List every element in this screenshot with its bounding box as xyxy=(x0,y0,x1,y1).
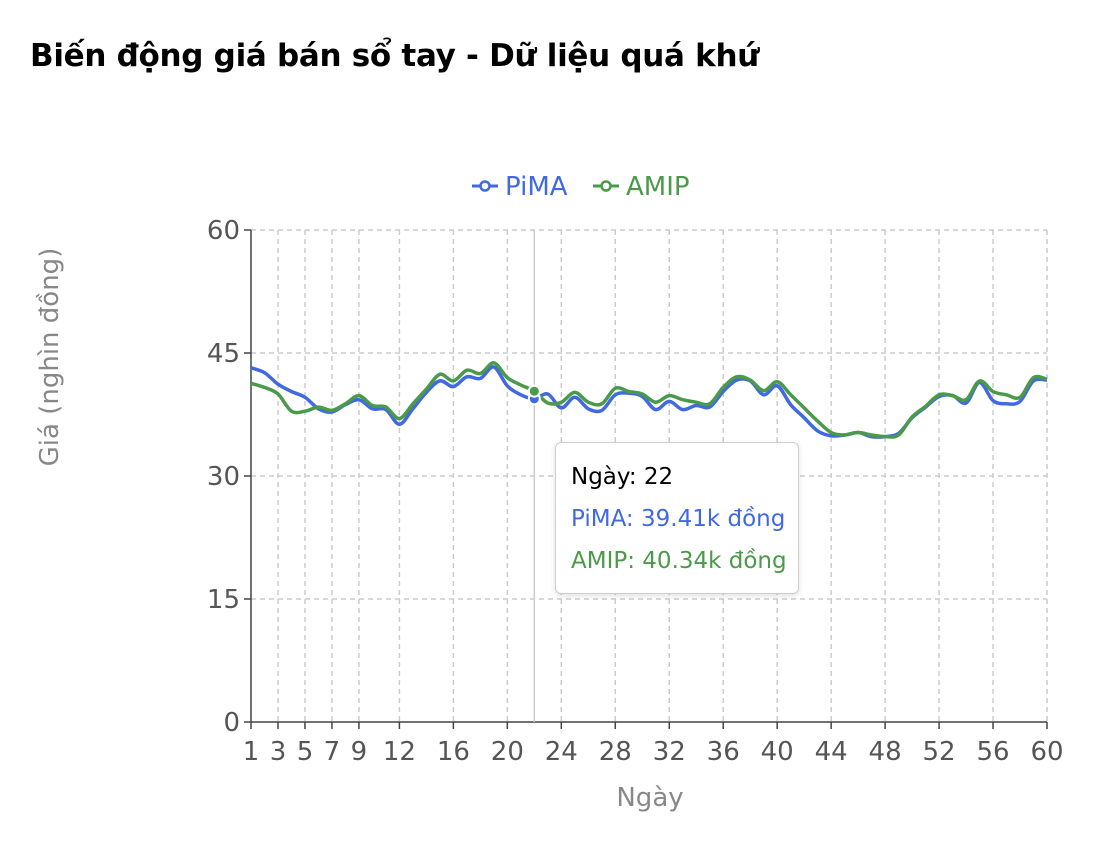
x-tick-label: 48 xyxy=(869,737,902,767)
x-tick-label: 20 xyxy=(491,737,524,767)
x-tick-label: 40 xyxy=(761,737,794,767)
x-tick-label: 60 xyxy=(1030,737,1063,767)
series-line-pima[interactable] xyxy=(250,365,1048,439)
legend[interactable]: PiMA AMIP xyxy=(472,172,690,202)
tooltip-pima-line: PiMA: 39.41k đồng xyxy=(571,506,786,532)
x-tick-label: 3 xyxy=(270,737,287,767)
active-point-amip xyxy=(527,384,541,398)
series-line-amip[interactable] xyxy=(250,361,1048,439)
x-tick-label: 24 xyxy=(545,737,578,767)
y-tick-label: 45 xyxy=(207,339,240,369)
legend-item-amip[interactable]: AMIP xyxy=(593,172,690,202)
y-tick-label: 15 xyxy=(207,585,240,615)
x-tick-label: 52 xyxy=(923,737,956,767)
legend-item-pima[interactable]: PiMA xyxy=(472,172,568,202)
legend-amip-dot-icon xyxy=(600,180,612,192)
legend-pima-dot-icon xyxy=(479,180,491,192)
x-tick-label: 7 xyxy=(324,737,341,767)
tooltip-header: Ngày: 22 xyxy=(571,464,674,490)
chart-tooltip: Ngày: 22 PiMA: 39.41k đồng AMIP: 40.34k … xyxy=(555,442,799,594)
page-title: Biến động giá bán sổ tay - Dữ liệu quá k… xyxy=(30,38,760,74)
legend-pima-label: PiMA xyxy=(505,172,568,202)
x-axis-ticks: 1 3 5 7 9 12 16 20 24 28 32 36 40 44 48 52 56 60 xyxy=(243,722,1064,767)
active-points xyxy=(527,384,541,406)
y-axis-ticks: 0 15 30 45 60 xyxy=(207,216,251,738)
tooltip-amip-line: AMIP: 40.34k đồng xyxy=(571,548,787,574)
x-tick-label: 16 xyxy=(437,737,470,767)
x-tick-label: 9 xyxy=(351,737,368,767)
series-lines[interactable] xyxy=(250,361,1048,439)
x-tick-label: 1 xyxy=(243,737,260,767)
y-axis-title: Giá (nghìn đồng) xyxy=(35,248,65,467)
y-tick-label: 0 xyxy=(223,708,240,738)
y-tick-label: 30 xyxy=(207,462,240,492)
x-tick-label: 32 xyxy=(653,737,686,767)
x-tick-label: 44 xyxy=(815,737,848,767)
x-tick-label: 5 xyxy=(297,737,314,767)
y-tick-label: 60 xyxy=(207,216,240,246)
legend-amip-label: AMIP xyxy=(626,172,690,202)
x-tick-label: 36 xyxy=(707,737,740,767)
x-axis-title: Ngày xyxy=(616,783,683,813)
x-tick-label: 28 xyxy=(599,737,632,767)
x-tick-label: 12 xyxy=(383,737,416,767)
x-tick-label: 56 xyxy=(976,737,1009,767)
